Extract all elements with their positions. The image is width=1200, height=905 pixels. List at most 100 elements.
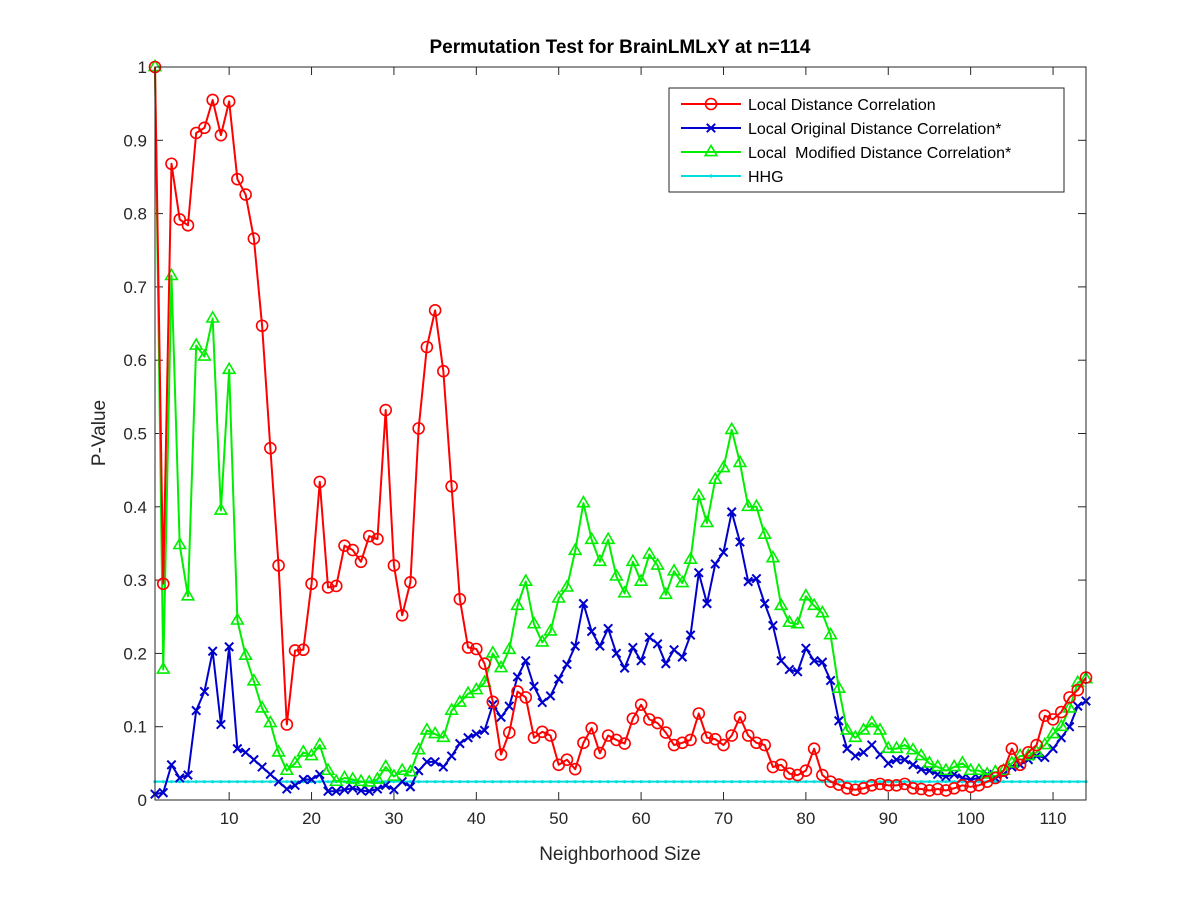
data-point: [848, 729, 863, 743]
data-point: [1045, 725, 1061, 739]
data-point: [738, 780, 742, 784]
data-point: [166, 759, 177, 770]
plot-frame: [154, 66, 1087, 801]
data-point: [186, 780, 190, 784]
data-point: [567, 542, 583, 556]
data-point: [725, 729, 739, 742]
data-point: [437, 364, 450, 378]
data-point: [603, 623, 614, 634]
data-point: [800, 643, 811, 654]
data-point: [235, 780, 239, 784]
data-point: [955, 755, 970, 768]
data-point: [257, 762, 268, 772]
data-point: [412, 422, 425, 435]
data-point: [1054, 705, 1068, 719]
data-point: [548, 780, 553, 784]
data-point: [219, 780, 223, 784]
data-point: [782, 614, 797, 627]
data-point: [430, 756, 441, 767]
y-tick-label: 0.8: [123, 205, 147, 224]
data-point: [408, 780, 413, 784]
data-point: [378, 758, 393, 772]
data-point: [592, 553, 608, 567]
data-point: [1076, 780, 1080, 784]
data-point: [173, 213, 187, 226]
data-point: [823, 626, 838, 640]
data-point: [824, 775, 837, 788]
data-point: [417, 780, 421, 784]
data-point: [499, 780, 503, 784]
data-point: [191, 705, 202, 716]
data-point: [724, 421, 739, 435]
data-point: [559, 579, 575, 592]
data-point: [205, 310, 220, 323]
data-point: [502, 726, 516, 739]
y-axis-label: P-Value: [89, 400, 110, 466]
x-tick-label: 30: [384, 809, 403, 828]
data-point: [466, 780, 470, 784]
data-point: [897, 736, 912, 750]
data-point: [207, 646, 218, 657]
data-point: [172, 536, 187, 550]
data-point: [849, 783, 862, 797]
y-tick-label: 0: [138, 791, 147, 810]
data-point: [265, 769, 276, 780]
data-point: [560, 753, 574, 766]
legend-label: Local Original Distance Correlation*: [748, 121, 1001, 138]
x-tick-label: 60: [632, 809, 651, 828]
data-point: [231, 172, 244, 186]
data-point: [535, 725, 549, 739]
data-point: [643, 713, 656, 726]
data-point: [735, 537, 745, 547]
data-point: [281, 784, 292, 794]
data-point: [239, 188, 252, 201]
data-point: [1034, 780, 1039, 784]
data-point: [872, 722, 888, 735]
data-point: [273, 776, 284, 787]
data-point: [931, 782, 944, 796]
data-point: [370, 771, 385, 784]
y-tick-label: 0.4: [123, 498, 147, 517]
data-point: [708, 732, 722, 746]
data-point: [515, 780, 520, 784]
data-point: [293, 780, 297, 784]
data-point: [890, 779, 903, 792]
data-point: [1005, 742, 1019, 755]
data-point: [593, 746, 607, 760]
y-tick-label: 0.5: [123, 425, 147, 444]
data-point: [639, 780, 643, 784]
data-point: [652, 638, 663, 649]
data-point: [996, 762, 1011, 776]
y-tick-label: 0.2: [123, 644, 147, 663]
data-point: [511, 685, 524, 698]
data-point: [320, 762, 336, 776]
data-point: [626, 712, 640, 725]
data-point: [771, 780, 775, 784]
series-2: [147, 58, 1094, 787]
data-point: [155, 661, 171, 674]
data-point: [651, 716, 664, 730]
data-point: [619, 663, 630, 673]
data-point: [585, 721, 598, 735]
data-point: [568, 762, 582, 776]
data-point: [594, 641, 605, 651]
y-tick-label: 0.3: [123, 571, 147, 590]
data-point: [732, 454, 748, 468]
data-point: [815, 604, 830, 618]
data-point: [296, 744, 311, 757]
data-point: [1010, 780, 1014, 784]
data-point: [614, 780, 618, 784]
data-point: [537, 697, 548, 708]
data-point: [313, 475, 327, 489]
series-line: [154, 66, 1087, 784]
data-point: [213, 502, 229, 515]
data-point: [534, 634, 550, 647]
data-point: [906, 781, 920, 795]
data-point: [287, 755, 303, 768]
data-point: [927, 780, 932, 784]
legend-marker: [709, 174, 713, 178]
data-point: [675, 736, 689, 750]
data-point: [700, 731, 714, 744]
data-point: [683, 551, 698, 564]
data-point: [445, 479, 458, 493]
